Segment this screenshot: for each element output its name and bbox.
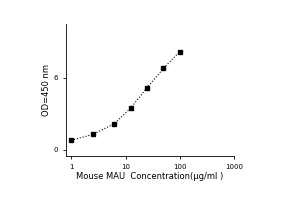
Y-axis label: OD=450 nm: OD=450 nm (42, 64, 51, 116)
X-axis label: Mouse MAU  Concentration(μg/ml ): Mouse MAU Concentration(μg/ml ) (76, 172, 224, 181)
